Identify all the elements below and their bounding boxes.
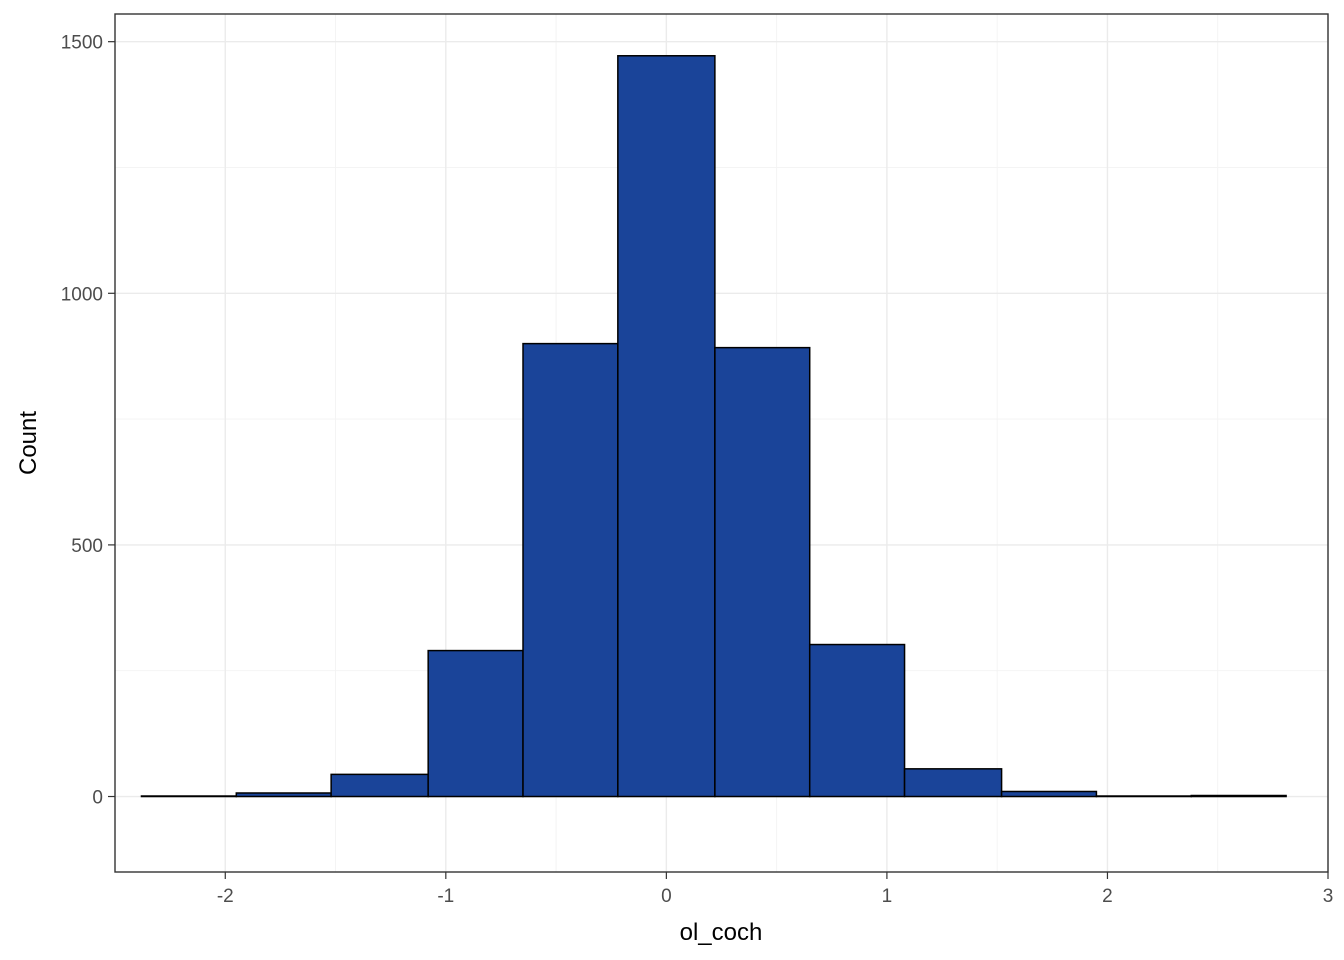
histogram-bar <box>1095 795 1193 798</box>
x-axis-title: ol_coch <box>680 919 763 946</box>
y-tick-label: 1000 <box>61 284 103 305</box>
histogram-bar <box>235 792 332 798</box>
x-tick-label: -2 <box>217 886 234 907</box>
x-tick-label: 1 <box>882 886 893 907</box>
histogram-bar <box>522 342 619 798</box>
y-tick-label: 0 <box>92 788 103 809</box>
histogram-bar <box>617 55 716 798</box>
y-tick-label: 1500 <box>61 33 103 54</box>
histogram-bar <box>1190 794 1287 798</box>
histogram-bar <box>330 773 429 798</box>
x-tick-label: -1 <box>437 886 454 907</box>
y-tick-label: 500 <box>71 536 103 557</box>
histogram-bar <box>427 649 524 798</box>
histogram-bar <box>1000 790 1098 798</box>
histogram-bar <box>808 643 906 798</box>
y-axis-title: Count <box>15 411 42 475</box>
x-tick-label: 3 <box>1323 886 1334 907</box>
histogram-bar <box>140 795 238 798</box>
histogram-bar <box>903 768 1003 798</box>
axis-ticks: -2 -1 0 1 2 3 0 500 1000 1500 <box>61 33 1334 907</box>
x-tick-label: 0 <box>661 886 672 907</box>
histogram-bar <box>714 346 811 798</box>
x-tick-label: 2 <box>1102 886 1113 907</box>
histogram-bars <box>140 55 1287 798</box>
plot-panel-border <box>114 13 1329 873</box>
